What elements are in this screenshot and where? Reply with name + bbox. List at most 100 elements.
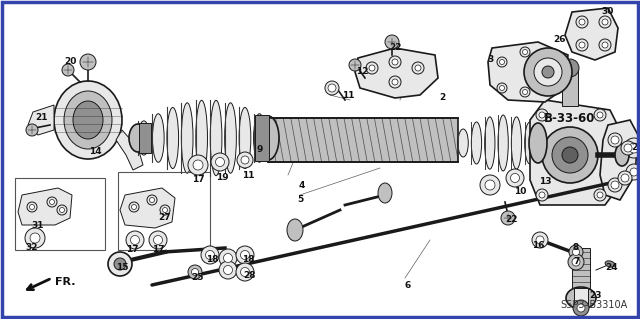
Circle shape bbox=[536, 236, 544, 244]
Circle shape bbox=[57, 205, 67, 215]
Polygon shape bbox=[116, 130, 143, 170]
Ellipse shape bbox=[181, 103, 193, 173]
Ellipse shape bbox=[257, 116, 279, 160]
Text: 26: 26 bbox=[554, 35, 566, 44]
Circle shape bbox=[30, 233, 40, 243]
Circle shape bbox=[568, 254, 584, 270]
Ellipse shape bbox=[210, 100, 222, 176]
Circle shape bbox=[191, 269, 198, 276]
Text: 20: 20 bbox=[64, 57, 76, 66]
Circle shape bbox=[80, 54, 96, 70]
Text: 5: 5 bbox=[297, 196, 303, 204]
Circle shape bbox=[126, 231, 144, 249]
Circle shape bbox=[624, 138, 640, 158]
Circle shape bbox=[532, 232, 548, 248]
Circle shape bbox=[602, 19, 608, 25]
Circle shape bbox=[501, 211, 515, 225]
Circle shape bbox=[366, 62, 378, 74]
Circle shape bbox=[328, 84, 336, 92]
Text: B-33-60: B-33-60 bbox=[544, 112, 596, 124]
Circle shape bbox=[562, 147, 578, 163]
Polygon shape bbox=[18, 188, 72, 225]
Circle shape bbox=[219, 249, 237, 267]
Circle shape bbox=[624, 144, 632, 152]
Ellipse shape bbox=[167, 108, 179, 168]
Circle shape bbox=[25, 228, 45, 248]
Polygon shape bbox=[530, 100, 620, 205]
Circle shape bbox=[241, 268, 250, 277]
Circle shape bbox=[524, 48, 572, 96]
Text: 7: 7 bbox=[574, 257, 580, 266]
Circle shape bbox=[522, 49, 527, 55]
Text: 14: 14 bbox=[89, 147, 101, 157]
Circle shape bbox=[216, 158, 225, 167]
Circle shape bbox=[163, 207, 168, 212]
Circle shape bbox=[542, 66, 554, 78]
Text: 18: 18 bbox=[242, 256, 254, 264]
Ellipse shape bbox=[239, 108, 251, 168]
Text: 15: 15 bbox=[116, 263, 128, 272]
Text: 32: 32 bbox=[26, 243, 38, 253]
Circle shape bbox=[542, 127, 598, 183]
Text: 6: 6 bbox=[405, 280, 411, 290]
Ellipse shape bbox=[225, 103, 236, 173]
Text: FR.: FR. bbox=[55, 277, 76, 287]
Text: 17: 17 bbox=[192, 175, 204, 184]
Circle shape bbox=[522, 90, 527, 94]
Ellipse shape bbox=[498, 115, 508, 171]
Ellipse shape bbox=[566, 287, 596, 309]
Circle shape bbox=[49, 199, 54, 204]
Ellipse shape bbox=[484, 117, 495, 169]
Text: 30: 30 bbox=[602, 8, 614, 17]
Text: 27: 27 bbox=[159, 213, 172, 222]
Text: 10: 10 bbox=[514, 188, 526, 197]
Bar bbox=[574, 288, 588, 308]
Circle shape bbox=[385, 35, 399, 49]
Ellipse shape bbox=[196, 100, 207, 176]
Text: 23: 23 bbox=[589, 291, 602, 300]
Circle shape bbox=[499, 85, 504, 91]
Ellipse shape bbox=[64, 91, 112, 149]
Text: 31: 31 bbox=[32, 220, 44, 229]
Ellipse shape bbox=[529, 123, 547, 163]
Text: 11: 11 bbox=[242, 170, 254, 180]
Circle shape bbox=[241, 250, 250, 259]
Circle shape bbox=[160, 205, 170, 215]
Text: 25: 25 bbox=[192, 273, 204, 283]
Text: 17: 17 bbox=[152, 246, 164, 255]
Text: 16: 16 bbox=[532, 241, 544, 249]
Ellipse shape bbox=[378, 183, 392, 203]
Circle shape bbox=[573, 300, 589, 316]
Circle shape bbox=[539, 192, 545, 198]
Circle shape bbox=[497, 57, 507, 67]
Circle shape bbox=[29, 204, 35, 210]
Circle shape bbox=[108, 252, 132, 276]
Polygon shape bbox=[600, 120, 638, 200]
Polygon shape bbox=[488, 42, 568, 102]
Circle shape bbox=[369, 65, 375, 71]
Circle shape bbox=[241, 156, 249, 164]
Circle shape bbox=[536, 109, 548, 121]
Polygon shape bbox=[120, 188, 175, 228]
Circle shape bbox=[480, 175, 500, 195]
Circle shape bbox=[150, 197, 154, 203]
Circle shape bbox=[608, 133, 622, 147]
Circle shape bbox=[597, 112, 603, 118]
Circle shape bbox=[219, 261, 237, 279]
Circle shape bbox=[154, 235, 163, 244]
Text: 22: 22 bbox=[506, 216, 518, 225]
Circle shape bbox=[131, 204, 136, 210]
Circle shape bbox=[188, 265, 202, 279]
Circle shape bbox=[506, 169, 524, 187]
Circle shape bbox=[26, 124, 38, 136]
Circle shape bbox=[626, 164, 640, 180]
Text: 21: 21 bbox=[36, 114, 48, 122]
Text: 11: 11 bbox=[342, 91, 355, 100]
Circle shape bbox=[236, 246, 254, 264]
Circle shape bbox=[114, 258, 126, 270]
Circle shape bbox=[608, 178, 622, 192]
Bar bbox=[139, 123, 151, 153]
Ellipse shape bbox=[287, 219, 303, 241]
Circle shape bbox=[412, 62, 424, 74]
Circle shape bbox=[147, 195, 157, 205]
